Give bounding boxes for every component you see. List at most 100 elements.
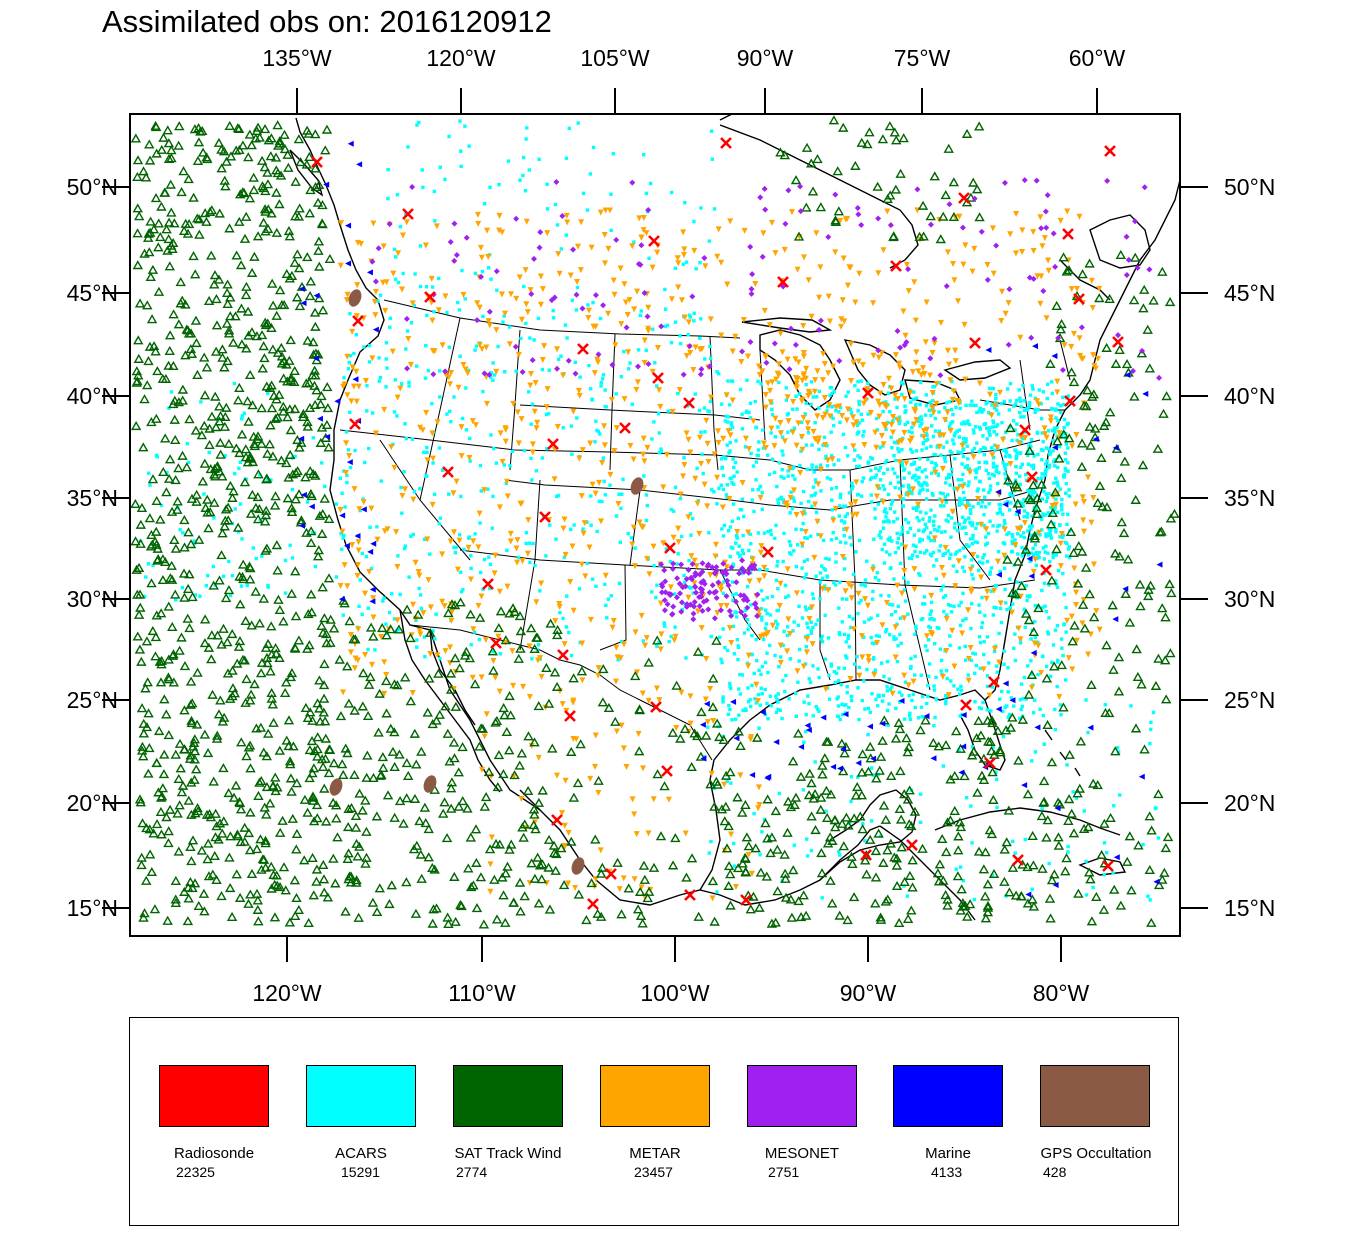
acars-marker: [1018, 482, 1023, 487]
acars-marker: [1008, 577, 1012, 581]
acars-marker: [269, 478, 273, 482]
metar-marker: [969, 268, 976, 275]
acars-marker: [968, 508, 973, 512]
acars-marker: [981, 434, 985, 438]
acars-marker: [973, 468, 977, 472]
acars-marker: [1026, 529, 1030, 533]
metar-marker: [695, 608, 702, 615]
acars-marker: [180, 585, 185, 590]
acars-marker: [865, 559, 869, 563]
metar-marker: [683, 430, 690, 437]
metar-marker: [579, 677, 586, 684]
acars-marker: [890, 445, 894, 450]
acars-marker: [1048, 450, 1053, 455]
metar-marker: [802, 375, 809, 382]
acars-marker: [837, 630, 842, 635]
sat-track-wind-marker: [374, 883, 386, 893]
metar-marker: [346, 452, 353, 459]
sat-track-wind-marker: [213, 834, 224, 844]
metar-marker: [641, 337, 648, 344]
sat-track-wind-marker: [519, 891, 530, 901]
metar-marker: [503, 478, 510, 485]
acars-marker: [553, 202, 558, 207]
sat-track-wind-marker: [529, 643, 540, 654]
acars-marker: [1018, 500, 1022, 504]
acars-marker: [975, 410, 979, 415]
metar-marker: [355, 626, 362, 633]
sat-track-wind-marker: [361, 772, 372, 782]
acars-marker: [885, 659, 890, 664]
acars-marker: [895, 659, 900, 664]
sat-track-wind-marker: [244, 574, 256, 584]
top-lon-label: 105°W: [580, 45, 650, 71]
acars-marker: [791, 496, 795, 500]
sat-track-wind-marker: [712, 779, 723, 789]
acars-marker: [706, 725, 710, 729]
sat-track-wind-marker: [612, 857, 623, 867]
metar-marker: [742, 435, 749, 442]
acars-marker: [657, 451, 662, 455]
acars-marker: [826, 405, 830, 409]
metar-marker: [794, 266, 801, 273]
sat-track-wind-marker: [271, 648, 282, 658]
sat-track-wind-marker: [639, 874, 651, 884]
acars-marker: [920, 483, 925, 487]
acars-marker: [1058, 535, 1062, 539]
metar-marker: [458, 453, 465, 460]
sat-track-wind-marker: [422, 707, 433, 717]
sat-track-wind-marker: [217, 528, 228, 538]
sat-track-wind-marker: [323, 513, 335, 523]
acars-marker: [1045, 495, 1050, 500]
acars-marker: [836, 704, 841, 708]
acars-marker: [1102, 841, 1107, 845]
acars-marker: [976, 501, 981, 506]
acars-marker: [1066, 394, 1071, 398]
metar-marker: [885, 375, 892, 382]
acars-marker: [1002, 448, 1006, 452]
acars-marker: [919, 380, 923, 385]
sat-track-wind-marker: [268, 717, 279, 727]
acars-marker: [556, 493, 561, 498]
acars-marker: [647, 256, 651, 260]
metar-marker: [793, 384, 800, 391]
acars-marker: [814, 622, 818, 627]
sat-track-wind-marker: [597, 697, 609, 707]
sat-track-wind-marker: [361, 826, 372, 836]
acars-marker: [508, 463, 512, 468]
acars-marker: [988, 488, 992, 492]
metar-marker: [537, 273, 544, 280]
acars-marker: [871, 589, 875, 594]
acars-marker: [932, 384, 937, 389]
sat-track-wind-marker: [148, 224, 160, 234]
sat-track-wind-marker: [386, 880, 397, 890]
metar-marker: [354, 657, 361, 664]
sat-track-wind-marker: [271, 870, 282, 880]
sat-track-wind-marker: [222, 355, 233, 366]
metar-marker: [765, 380, 772, 387]
metar-marker: [565, 880, 572, 887]
acars-marker: [673, 485, 678, 490]
acars-marker: [1004, 448, 1008, 452]
metar-marker: [771, 443, 778, 450]
sat-track-wind-marker: [302, 252, 313, 262]
acars-marker: [459, 570, 463, 575]
metar-marker: [416, 627, 423, 634]
acars-marker: [959, 600, 963, 605]
metar-marker: [758, 543, 765, 550]
sat-track-wind-marker: [634, 886, 646, 896]
acars-marker: [909, 462, 914, 467]
sat-track-wind-marker: [151, 610, 162, 620]
sat-track-wind-marker: [692, 646, 704, 656]
metar-marker: [768, 425, 775, 432]
sat-track-wind-marker: [322, 892, 334, 902]
sat-track-wind-marker: [541, 662, 552, 672]
sat-track-wind-marker: [754, 902, 765, 912]
metar-marker: [991, 645, 998, 652]
acars-marker: [384, 357, 388, 361]
acars-marker: [340, 491, 344, 496]
acars-marker: [1001, 734, 1006, 739]
acars-marker: [396, 628, 401, 632]
metar-marker: [784, 566, 791, 573]
acars-marker: [410, 437, 415, 441]
sat-track-wind-marker: [492, 782, 504, 792]
